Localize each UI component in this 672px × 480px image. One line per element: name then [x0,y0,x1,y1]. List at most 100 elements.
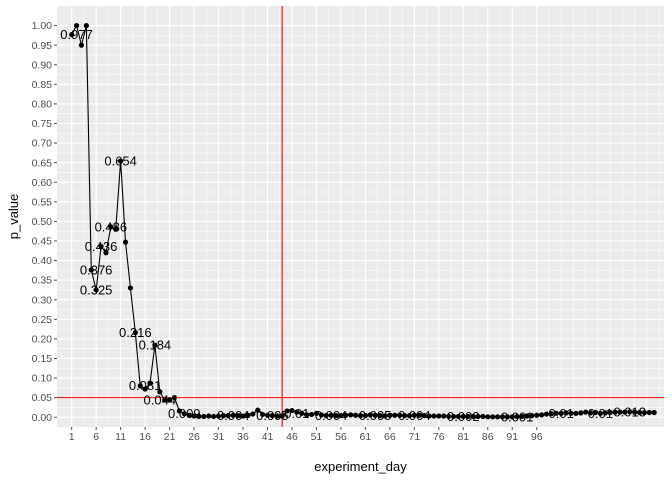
data-point [607,409,613,416]
data-point [157,389,163,395]
data-point [73,22,80,29]
y-tick-label: 0.35 [32,275,53,287]
data-point [264,412,271,418]
data-point [539,412,545,418]
data-point [597,410,603,416]
x-tick-label: 6 [93,431,99,443]
data-point [93,287,99,293]
y-tick-label: 0.10 [32,373,53,385]
x-tick-label: 71 [409,431,421,443]
data-point [558,410,564,416]
data-point [162,397,168,403]
data-point [431,413,437,419]
x-tick-label: 96 [531,431,543,443]
data-point [333,413,339,419]
x-tick-label: 46 [286,431,298,443]
data-point [592,409,599,416]
reference-lines [57,6,664,427]
data-point [304,412,310,418]
data-point [147,380,153,386]
data-point [421,413,427,419]
data-point [88,267,94,273]
data-label: 0.002 [447,409,480,424]
data-point [441,413,447,419]
x-tick-label: 61 [360,431,372,443]
data-point [269,413,275,419]
data-point [132,330,138,336]
data-point [103,250,109,256]
minor-gridlines [57,6,664,427]
data-point [392,412,398,418]
data-point [651,409,657,416]
data-point [343,412,349,418]
data-point [313,410,320,416]
data-point [250,411,256,417]
y-tick-label: 0.85 [32,79,53,91]
data-label: 0.325 [80,282,113,297]
data-point [171,395,178,401]
data-point [460,413,466,420]
x-tick-label: 81 [457,431,469,443]
data-point [514,413,520,420]
data-point [230,412,236,418]
data-point [568,410,574,416]
data-point [299,410,305,416]
y-tick-label: 0.90 [32,59,53,71]
x-tick-label: 16 [139,431,151,443]
y-tick-label: 0.55 [32,196,53,208]
data-label: 0.005 [359,408,392,423]
data-point [612,409,618,415]
x-tick-label: 11 [115,431,126,443]
y-tick-label: 0.60 [32,177,53,189]
data-point [255,407,261,413]
x-tick-label: 1 [69,431,75,443]
data-point [636,409,643,416]
data-point [548,411,555,417]
y-tick-label: 0.75 [32,118,53,130]
data-point [519,413,525,420]
data-point [563,410,569,416]
x-tick-label: 21 [164,431,176,443]
data-label: 0.01 [588,406,613,421]
data-point [206,413,212,419]
data-point [137,383,143,389]
data-points [69,22,657,420]
y-tick-label: 0.50 [32,216,53,228]
data-point [543,411,550,417]
data-point [499,414,506,420]
data-point [367,412,373,418]
data-point [235,413,241,419]
data-point [646,409,652,416]
data-point [113,226,119,232]
data-point [534,412,540,418]
data-point [274,413,280,419]
y-tick-label: 0.65 [32,157,53,169]
y-tick-label: 0.20 [32,333,53,345]
data-point [98,243,104,250]
data-point [602,410,608,416]
data-point [504,414,510,420]
y-tick-label: 0.05 [32,392,53,404]
data-point [191,413,197,419]
data-label: 0.044 [144,392,177,407]
data-point [573,410,579,416]
y-tick-label: 0.40 [32,255,53,267]
data-point [108,224,114,230]
x-tick-label: 41 [262,431,274,443]
x-tick-label: 31 [213,431,225,443]
data-point [470,413,476,420]
data-point [181,411,187,417]
data-point [455,413,462,420]
data-point [166,397,173,403]
data-label: 0.654 [104,154,137,169]
data-point [294,409,300,415]
data-label: 0.004 [398,408,431,423]
data-point [632,409,638,415]
data-point [446,413,452,420]
data-label: 0.081 [129,378,162,393]
data-label: 0.184 [139,338,172,353]
data-point [186,412,192,418]
data-label: 0.009 [168,406,201,421]
data-point [196,413,202,420]
